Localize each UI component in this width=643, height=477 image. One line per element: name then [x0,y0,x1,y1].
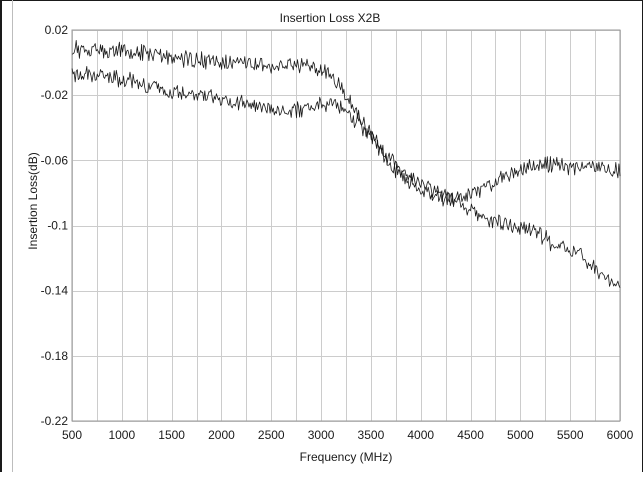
y-tick-label: -0.18 [41,349,69,363]
x-axis-label: Frequency (MHz) [300,450,393,464]
x-tick-label: 2000 [208,428,235,442]
y-axis-label: Insertion Loss(dB) [26,152,40,249]
x-tick-label: 4500 [457,428,484,442]
x-tick-label: 5500 [557,428,584,442]
x-tick-label: 4000 [407,428,434,442]
series-line-1 [71,40,621,208]
x-tick-label: 5000 [507,428,534,442]
y-tick-label: -0.22 [41,414,69,428]
series-line-2 [71,66,621,288]
series-lines [71,40,621,288]
x-tick-label: 3500 [358,428,385,442]
x-tick-label: 3000 [308,428,335,442]
x-tick-label: 500 [62,428,82,442]
y-tick-label: -0.02 [41,88,69,102]
y-tick-label: -0.14 [41,284,69,298]
x-axis-tick-labels: 500 1000 1500 2000 2500 3000 3500 4000 4500 5000 5… [62,428,634,442]
x-tick-label: 2500 [258,428,285,442]
chart-title: Insertion Loss X2B [280,11,381,25]
cell-separator [12,0,13,472]
y-tick-label: -0.1 [47,219,68,233]
frame-left-border [0,0,2,472]
x-tick-label: 6000 [607,428,634,442]
y-tick-label: 0.02 [45,23,69,37]
frame-top-border [0,0,643,1]
y-tick-label: -0.06 [41,153,69,167]
y-axis-tick-labels: 0.02 -0.02 -0.06 -0.1 -0.14 -0.18 -0.22 [41,23,69,428]
plot-border [71,29,621,422]
x-tick-label: 1500 [158,428,185,442]
x-tick-label: 1000 [108,428,135,442]
